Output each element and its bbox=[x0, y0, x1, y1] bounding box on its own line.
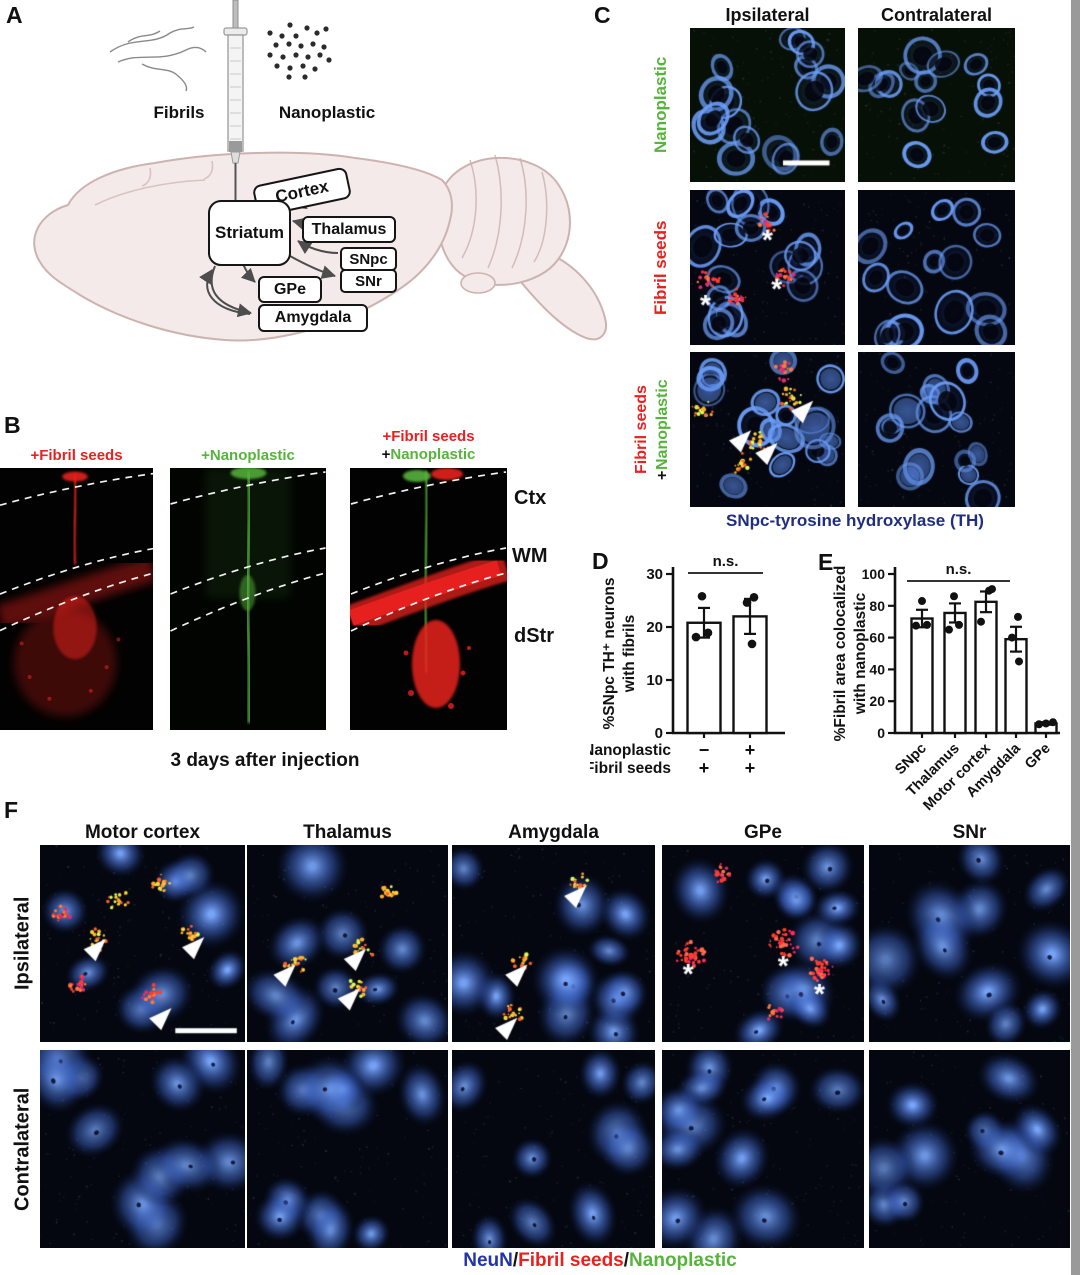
c-row-label-nanoplastic: Nanoplastic bbox=[651, 56, 670, 154]
f-header-amygdala: Amygdala bbox=[508, 822, 599, 843]
micro-f-amygdala-ipsilateral bbox=[452, 845, 655, 1042]
f-caption-nano: Nanoplastic bbox=[629, 1250, 737, 1271]
svg-text:+: + bbox=[745, 758, 756, 778]
panel-d-label: D bbox=[592, 548, 609, 574]
region-box-striatum: Striatum bbox=[208, 200, 291, 266]
micro-c-both-ipsilateral bbox=[690, 352, 845, 507]
cerebellum-folds bbox=[461, 154, 548, 269]
svg-text:20: 20 bbox=[869, 693, 885, 709]
region-box-snpc: SNpc bbox=[340, 247, 397, 271]
f-caption-fibril: Fibril seeds bbox=[518, 1250, 624, 1271]
c-row-label-fibril-seeds-2: Fibril seeds bbox=[633, 385, 650, 474]
b-side-label-wm: WM bbox=[512, 545, 548, 567]
micro-f-gpe-ipsilateral bbox=[662, 845, 864, 1042]
svg-text:+: + bbox=[745, 740, 756, 760]
b-title-fibril: +Fibril seeds bbox=[30, 447, 123, 464]
svg-text:10: 10 bbox=[646, 672, 663, 689]
svg-text:%Fibril area colocalized: %Fibril area colocalized bbox=[832, 566, 849, 742]
chart-d-snpc-neurons: 0 10 20 30 n.s. %SNpc TH⁺ neurons with fibrils… bbox=[590, 553, 785, 778]
c-row-label-plus-nanoplastic: + Nanoplastic bbox=[654, 379, 671, 480]
f-header-gpe: GPe bbox=[743, 822, 783, 843]
b-caption: 3 days after injection bbox=[170, 750, 360, 771]
nanoplastic-label: Nanoplastic bbox=[278, 103, 376, 122]
c-row-label-fibril-seeds: Fibril seeds bbox=[651, 220, 670, 315]
micro-f-gpe-contralateral bbox=[662, 1050, 864, 1248]
svg-text:with nanoplastic: with nanoplastic bbox=[852, 592, 869, 715]
svg-text:Fibril seeds: Fibril seeds bbox=[590, 760, 671, 777]
c-header-ipsilateral: Ipsilateral bbox=[725, 5, 810, 25]
cerebellum-shape bbox=[437, 157, 571, 286]
f-caption-neun: NeuN bbox=[463, 1250, 513, 1271]
f-header-thalamus: Thalamus bbox=[303, 822, 392, 843]
svg-text:80: 80 bbox=[869, 598, 885, 614]
f-row-label-contralateral: Contralateral bbox=[11, 1087, 34, 1211]
svg-text:Nanoplastic: Nanoplastic bbox=[590, 742, 671, 759]
b-image-fibril-nanoplastic bbox=[350, 468, 507, 730]
micro-f-snr-contralateral bbox=[869, 1050, 1070, 1248]
panel-a-label: A bbox=[6, 2, 23, 28]
region-box-amygdala: Amygdala bbox=[258, 304, 368, 332]
svg-text:with fibrils: with fibrils bbox=[621, 615, 638, 694]
micro-c-fibril-ipsilateral bbox=[690, 190, 845, 345]
fibrils-illustration bbox=[109, 26, 207, 92]
micro-f-motor-cortex-contralateral bbox=[40, 1050, 245, 1248]
micro-f-thalamus-contralateral bbox=[247, 1050, 448, 1248]
circuit-arrows bbox=[199, 181, 339, 318]
panel-f-label: F bbox=[4, 797, 19, 823]
svg-text:GPe: GPe bbox=[1022, 741, 1054, 773]
c-header-contralateral: Contralateral bbox=[880, 5, 993, 25]
micro-c-fibril-contralateral bbox=[858, 190, 1015, 345]
b-side-label-ctx: Ctx bbox=[514, 487, 547, 509]
svg-text:n.s.: n.s. bbox=[946, 561, 972, 578]
nanoplastic-dots bbox=[267, 22, 332, 80]
svg-text:+: + bbox=[699, 758, 710, 778]
svg-text:40: 40 bbox=[869, 661, 885, 677]
f-header-snr: SNr bbox=[952, 822, 987, 843]
flocculus-shape bbox=[460, 272, 496, 294]
fibrils-label: Fibrils bbox=[153, 103, 205, 122]
svg-text:−: − bbox=[699, 740, 710, 760]
c-caption: SNpc-tyrosine hydroxylase (TH) bbox=[726, 511, 984, 530]
svg-text:0: 0 bbox=[877, 725, 885, 741]
micro-f-motor-cortex-ipsilateral bbox=[40, 845, 245, 1042]
b-side-label-dstr: dStr bbox=[514, 625, 554, 647]
page-edge-scrollbar[interactable] bbox=[1071, 0, 1080, 1275]
region-box-gpe: GPe bbox=[258, 276, 322, 303]
b-title-nano: +Nanoplastic bbox=[201, 447, 295, 464]
svg-text:100: 100 bbox=[862, 566, 886, 582]
b-title-both-line1: +Fibril seeds bbox=[382, 428, 475, 445]
b-image-fibril-seeds bbox=[0, 468, 153, 730]
f-header-motor-cortex: Motor cortex bbox=[84, 822, 201, 843]
svg-text:n.s.: n.s. bbox=[713, 553, 739, 570]
svg-text:%SNpc TH⁺ neurons: %SNpc TH⁺ neurons bbox=[601, 577, 618, 729]
panel-b-label: B bbox=[4, 412, 21, 438]
svg-text:20: 20 bbox=[646, 619, 663, 636]
svg-text:0: 0 bbox=[655, 725, 663, 742]
f-caption: NeuN/Fibril seeds/Nanoplastic bbox=[463, 1250, 737, 1271]
micro-f-amygdala-contralateral bbox=[452, 1050, 655, 1248]
panel-e-label: E bbox=[818, 549, 834, 575]
brain-accent-lines bbox=[94, 160, 214, 206]
svg-text:30: 30 bbox=[646, 566, 663, 583]
panel-c-label: C bbox=[594, 2, 611, 28]
micro-c-nanoplastic-contralateral bbox=[858, 28, 1015, 182]
micro-f-thalamus-ipsilateral bbox=[247, 845, 448, 1042]
micro-f-snr-ipsilateral bbox=[869, 845, 1070, 1042]
b-title-both-line2: +Nanoplastic bbox=[381, 446, 476, 463]
svg-text:60: 60 bbox=[869, 630, 885, 646]
b-image-nanoplastic bbox=[170, 468, 326, 730]
b-title-plus: + bbox=[381, 446, 391, 463]
f-row-label-ipsilateral: Ipsilateral bbox=[11, 896, 34, 991]
chart-e-colocalization: 0 20 40 60 80 100 n.s. %Fibril area colocalized… bbox=[832, 561, 1060, 813]
micro-c-nanoplastic-ipsilateral bbox=[690, 28, 845, 182]
region-box-snr: SNr bbox=[340, 269, 397, 293]
micro-c-both-contralateral bbox=[858, 352, 1015, 507]
region-box-thalamus: Thalamus bbox=[302, 216, 396, 243]
syringe-icon bbox=[223, 0, 248, 230]
